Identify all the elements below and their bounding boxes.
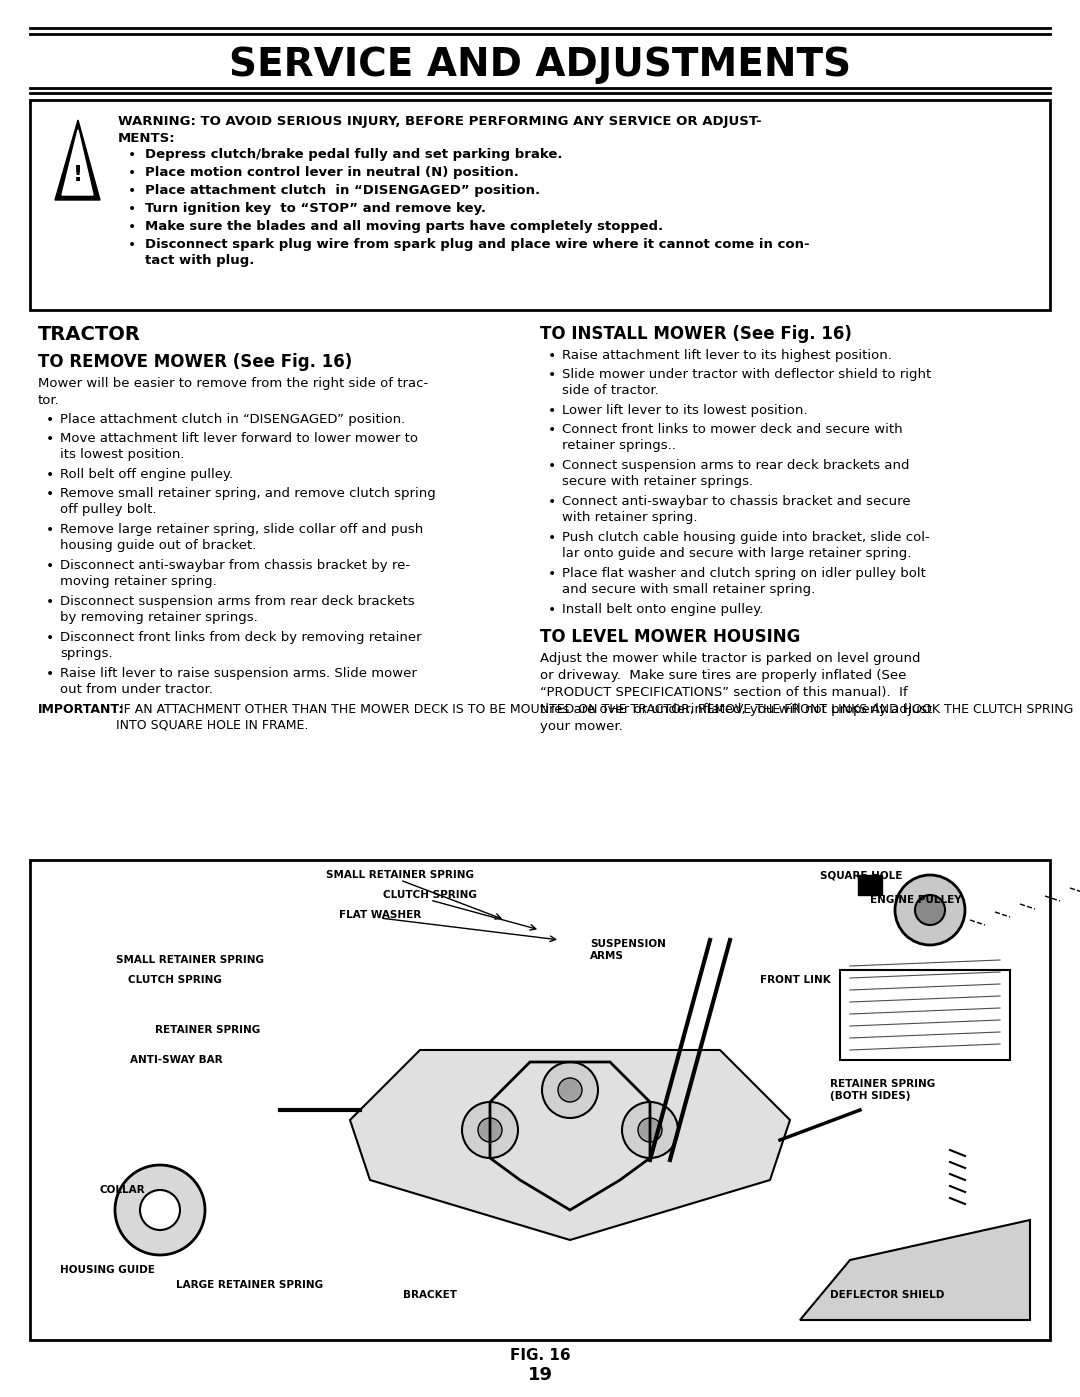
Text: •: • [129, 237, 136, 251]
Text: BRACKET: BRACKET [403, 1289, 457, 1301]
Text: Disconnect anti-swaybar from chassis bracket by re-
moving retainer spring.: Disconnect anti-swaybar from chassis bra… [60, 559, 410, 588]
Text: TO LEVEL MOWER HOUSING: TO LEVEL MOWER HOUSING [540, 629, 800, 645]
Text: •: • [548, 604, 556, 617]
Text: TO REMOVE MOWER (See Fig. 16): TO REMOVE MOWER (See Fig. 16) [38, 353, 352, 372]
Text: Connect suspension arms to rear deck brackets and
secure with retainer springs.: Connect suspension arms to rear deck bra… [562, 460, 909, 488]
Text: Lower lift lever to its lowest position.: Lower lift lever to its lowest position. [562, 404, 808, 416]
Text: SMALL RETAINER SPRING: SMALL RETAINER SPRING [116, 956, 264, 965]
Polygon shape [800, 1220, 1030, 1320]
Text: RETAINER SPRING: RETAINER SPRING [156, 1025, 260, 1035]
Circle shape [638, 1118, 662, 1141]
Circle shape [915, 895, 945, 925]
Text: FRONT LINK: FRONT LINK [760, 975, 831, 985]
Text: Install belt onto engine pulley.: Install belt onto engine pulley. [562, 604, 764, 616]
Text: •: • [129, 148, 136, 162]
Text: •: • [129, 219, 136, 235]
Circle shape [462, 1102, 518, 1158]
Text: •: • [46, 559, 54, 573]
Text: IF AN ATTACHMENT OTHER THAN THE MOWER DECK IS TO BE MOUNTED ON THE TRACTOR, REMO: IF AN ATTACHMENT OTHER THAN THE MOWER DE… [116, 703, 1074, 732]
Text: Turn ignition key  to “STOP” and remove key.: Turn ignition key to “STOP” and remove k… [145, 203, 486, 215]
Text: •: • [46, 522, 54, 536]
Bar [858, 875, 882, 895]
Text: LARGE RETAINER SPRING: LARGE RETAINER SPRING [176, 1280, 324, 1289]
Text: 19: 19 [527, 1366, 553, 1384]
Text: !: ! [73, 165, 83, 184]
Text: Disconnect spark plug wire from spark plug and place wire where it cannot come i: Disconnect spark plug wire from spark pl… [145, 237, 810, 267]
Text: Connect front links to mower deck and secure with
retainer springs..: Connect front links to mower deck and se… [562, 423, 903, 453]
Text: •: • [548, 404, 556, 418]
Text: SQUARE HOLE: SQUARE HOLE [820, 870, 903, 880]
Text: CLUTCH SPRING: CLUTCH SPRING [383, 890, 477, 900]
Text: CLUTCH SPRING: CLUTCH SPRING [129, 975, 221, 985]
Text: Push clutch cable housing guide into bracket, slide col-
lar onto guide and secu: Push clutch cable housing guide into bra… [562, 531, 930, 560]
Text: Raise lift lever to raise suspension arms. Slide mower
out from under tractor.: Raise lift lever to raise suspension arm… [60, 666, 417, 696]
Text: Disconnect front links from deck by removing retainer
springs.: Disconnect front links from deck by remo… [60, 631, 421, 659]
Polygon shape [55, 120, 100, 200]
Text: •: • [548, 349, 556, 363]
Circle shape [622, 1102, 678, 1158]
Text: Depress clutch/brake pedal fully and set parking brake.: Depress clutch/brake pedal fully and set… [145, 148, 563, 161]
Circle shape [895, 875, 966, 944]
Text: •: • [129, 184, 136, 198]
Text: Make sure the blades and all moving parts have completely stopped.: Make sure the blades and all moving part… [145, 219, 663, 233]
Text: •: • [129, 166, 136, 180]
Text: •: • [46, 666, 54, 680]
Text: SUSPENSION
ARMS: SUSPENSION ARMS [590, 939, 666, 961]
Text: SERVICE AND ADJUSTMENTS: SERVICE AND ADJUSTMENTS [229, 46, 851, 84]
Text: •: • [46, 631, 54, 645]
Circle shape [114, 1165, 205, 1255]
Polygon shape [350, 1051, 789, 1241]
Text: •: • [548, 460, 556, 474]
Text: FLAT WASHER: FLAT WASHER [339, 909, 421, 921]
Text: Adjust the mower while tractor is parked on level ground
or driveway.  Make sure: Adjust the mower while tractor is parked… [540, 652, 932, 733]
Text: Remove small retainer spring, and remove clutch spring
off pulley bolt.: Remove small retainer spring, and remove… [60, 488, 435, 515]
Circle shape [140, 1190, 180, 1229]
Text: Place attachment clutch  in “DISENGAGED” position.: Place attachment clutch in “DISENGAGED” … [145, 184, 540, 197]
Text: Move attachment lift lever forward to lower mower to
its lowest position.: Move attachment lift lever forward to lo… [60, 432, 418, 461]
Text: •: • [46, 468, 54, 482]
Text: •: • [548, 495, 556, 509]
Text: Roll belt off engine pulley.: Roll belt off engine pulley. [60, 468, 233, 481]
Text: RETAINER SPRING
(BOTH SIDES): RETAINER SPRING (BOTH SIDES) [831, 1078, 935, 1101]
Text: SMALL RETAINER SPRING: SMALL RETAINER SPRING [326, 870, 474, 880]
Text: •: • [46, 432, 54, 446]
Text: WARNING: TO AVOID SERIOUS INJURY, BEFORE PERFORMING ANY SERVICE OR ADJUST-
MENTS: WARNING: TO AVOID SERIOUS INJURY, BEFORE… [118, 115, 761, 145]
Text: HOUSING GUIDE: HOUSING GUIDE [60, 1266, 154, 1275]
Text: DEFLECTOR SHIELD: DEFLECTOR SHIELD [831, 1289, 944, 1301]
Text: TO INSTALL MOWER (See Fig. 16): TO INSTALL MOWER (See Fig. 16) [540, 326, 852, 344]
Text: FIG. 16: FIG. 16 [510, 1348, 570, 1362]
Text: IMPORTANT:: IMPORTANT: [38, 703, 124, 717]
Text: Place flat washer and clutch spring on idler pulley bolt
and secure with small r: Place flat washer and clutch spring on i… [562, 567, 926, 597]
FancyBboxPatch shape [30, 861, 1050, 1340]
Text: •: • [46, 488, 54, 502]
Text: TRACTOR: TRACTOR [38, 326, 140, 344]
Polygon shape [62, 130, 93, 196]
Circle shape [558, 1078, 582, 1102]
Text: •: • [548, 531, 556, 545]
Text: Mower will be easier to remove from the right side of trac-
tor.: Mower will be easier to remove from the … [38, 377, 429, 407]
Text: ANTI-SWAY BAR: ANTI-SWAY BAR [130, 1055, 222, 1065]
Text: Disconnect suspension arms from rear deck brackets
by removing retainer springs.: Disconnect suspension arms from rear dec… [60, 595, 415, 624]
Circle shape [478, 1118, 502, 1141]
Text: Place attachment clutch in “DISENGAGED” position.: Place attachment clutch in “DISENGAGED” … [60, 414, 405, 426]
FancyBboxPatch shape [30, 101, 1050, 310]
Text: Slide mower under tractor with deflector shield to right
side of tractor.: Slide mower under tractor with deflector… [562, 367, 931, 397]
Text: COLLAR: COLLAR [100, 1185, 146, 1194]
Bar [840, 970, 1010, 1060]
Text: Raise attachment lift lever to its highest position.: Raise attachment lift lever to its highe… [562, 349, 892, 362]
Text: Place motion control lever in neutral (N) position.: Place motion control lever in neutral (N… [145, 166, 518, 179]
Text: •: • [548, 567, 556, 581]
Text: •: • [46, 595, 54, 609]
Text: Remove large retainer spring, slide collar off and push
housing guide out of bra: Remove large retainer spring, slide coll… [60, 522, 423, 552]
Text: ENGINE PULLEY: ENGINE PULLEY [870, 895, 961, 905]
Circle shape [542, 1062, 598, 1118]
Text: •: • [548, 367, 556, 381]
Text: •: • [548, 423, 556, 437]
Text: •: • [129, 203, 136, 217]
Text: •: • [46, 414, 54, 427]
Text: Connect anti-swaybar to chassis bracket and secure
with retainer spring.: Connect anti-swaybar to chassis bracket … [562, 495, 910, 524]
